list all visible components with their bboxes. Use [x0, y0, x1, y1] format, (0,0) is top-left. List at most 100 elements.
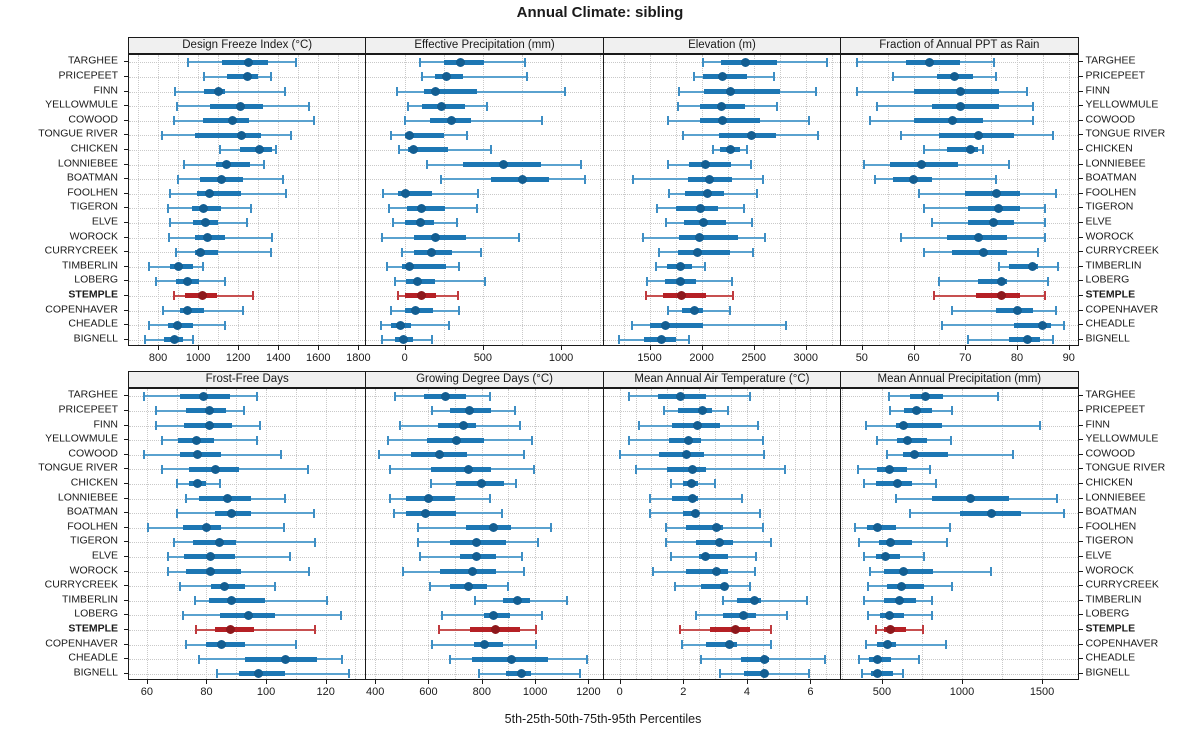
- median-dot: [895, 596, 905, 606]
- whisker-cap: [933, 291, 936, 301]
- whisker-cap: [763, 450, 766, 460]
- whisker-cap: [930, 218, 933, 228]
- station-row-tick: [1078, 90, 1083, 92]
- h-gridline: [841, 673, 1078, 675]
- whisker-cap: [488, 391, 491, 401]
- median-dot: [718, 116, 728, 126]
- whisker-line: [942, 324, 1064, 327]
- whisker-cap: [755, 189, 758, 199]
- median-dot: [442, 72, 452, 82]
- median-dot: [897, 581, 907, 591]
- x-tick-label: 120: [316, 686, 335, 698]
- station-label: CURRYCREEK: [44, 578, 118, 591]
- whisker-cap: [992, 57, 995, 67]
- whisker-cap: [389, 130, 392, 140]
- whisker-cap: [966, 335, 969, 345]
- station-label: CHEADLE: [1085, 317, 1136, 330]
- whisker-cap: [579, 160, 582, 169]
- station-row-tick: [124, 643, 128, 645]
- whisker-cap: [348, 669, 351, 679]
- whisker-cap: [448, 320, 451, 330]
- station-row-tick: [124, 395, 128, 397]
- station-row-tick: [124, 265, 128, 267]
- whisker-cap: [458, 306, 461, 315]
- station-row-tick: [124, 555, 128, 557]
- x-tick-label: 1000: [185, 352, 211, 364]
- whisker-cap: [284, 494, 287, 503]
- median-dot: [417, 203, 427, 213]
- whisker-cap: [667, 160, 670, 169]
- median-dot: [191, 435, 201, 445]
- median-dot: [991, 189, 1001, 199]
- station-row-tick: [124, 526, 128, 528]
- v-gridline: [826, 389, 828, 679]
- x-tick-label: 500: [473, 352, 493, 364]
- whisker-cap: [750, 218, 753, 228]
- v-gridline: [991, 55, 993, 345]
- station-label: STEMPLE: [1085, 288, 1136, 301]
- median-dot: [726, 87, 736, 96]
- whisker-cap: [144, 335, 147, 345]
- iqr-bar: [678, 408, 712, 414]
- station-label: LONNIEBEE: [57, 157, 118, 169]
- whisker-cap: [285, 189, 288, 199]
- station-label: FINN: [93, 418, 119, 430]
- whisker-cap: [749, 391, 752, 401]
- station-row-tick: [1078, 251, 1083, 253]
- whisker-cap: [746, 145, 749, 155]
- v-gridline: [375, 389, 377, 679]
- whisker-cap: [566, 596, 569, 606]
- median-dot: [921, 391, 931, 401]
- v-gridline: [762, 389, 764, 679]
- median-dot: [236, 130, 246, 140]
- whisker-cap: [388, 494, 391, 503]
- median-dot: [712, 523, 722, 533]
- whisker-cap: [515, 479, 518, 489]
- v-gridline: [623, 55, 625, 345]
- v-gridline: [1002, 389, 1004, 679]
- median-dot: [413, 276, 423, 286]
- whisker-cap: [284, 87, 287, 96]
- whisker-cap: [630, 320, 633, 330]
- iqr-bar: [405, 510, 457, 516]
- whisker-cap: [288, 552, 291, 562]
- v-gridline: [178, 55, 180, 345]
- whisker-cap: [175, 247, 178, 257]
- station-label: CURRYCREEK: [1085, 244, 1159, 257]
- x-tick: [683, 680, 685, 684]
- v-gridline: [258, 55, 260, 345]
- median-dot: [206, 552, 216, 562]
- whisker-cap: [401, 247, 404, 257]
- station-row-tick: [124, 192, 128, 194]
- whisker-cap: [931, 596, 934, 606]
- median-dot: [471, 552, 481, 562]
- x-tick: [358, 346, 360, 350]
- whisker-cap: [475, 203, 478, 213]
- whisker-cap: [431, 640, 434, 649]
- station-label: LONNIEBEE: [1085, 491, 1146, 503]
- median-dot: [688, 464, 698, 474]
- v-gridline: [535, 389, 537, 679]
- x-tick: [198, 346, 200, 350]
- station-row-tick: [124, 324, 128, 326]
- whisker-cap: [628, 391, 631, 401]
- median-dot: [193, 479, 203, 489]
- whisker-cap: [648, 508, 651, 518]
- station-label: BIGNELL: [73, 666, 118, 679]
- station-label: TIMBERLIN: [1085, 259, 1142, 272]
- whisker-cap: [168, 233, 171, 242]
- x-tick: [146, 680, 148, 684]
- whisker-cap: [868, 116, 871, 126]
- x-tick-label: 2000: [689, 352, 714, 364]
- station-label: CURRYCREEK: [44, 244, 118, 257]
- whisker-cap: [523, 567, 526, 576]
- h-gridline: [366, 208, 603, 210]
- station-row-tick: [1078, 294, 1083, 296]
- v-gridline: [561, 389, 563, 679]
- median-dot: [660, 320, 670, 330]
- figure-title: Annual Climate: sibling: [516, 4, 684, 21]
- whisker-cap: [224, 320, 227, 330]
- h-gridline: [841, 600, 1078, 602]
- station-label: LOBERG: [74, 607, 118, 620]
- whisker-cap: [416, 537, 419, 547]
